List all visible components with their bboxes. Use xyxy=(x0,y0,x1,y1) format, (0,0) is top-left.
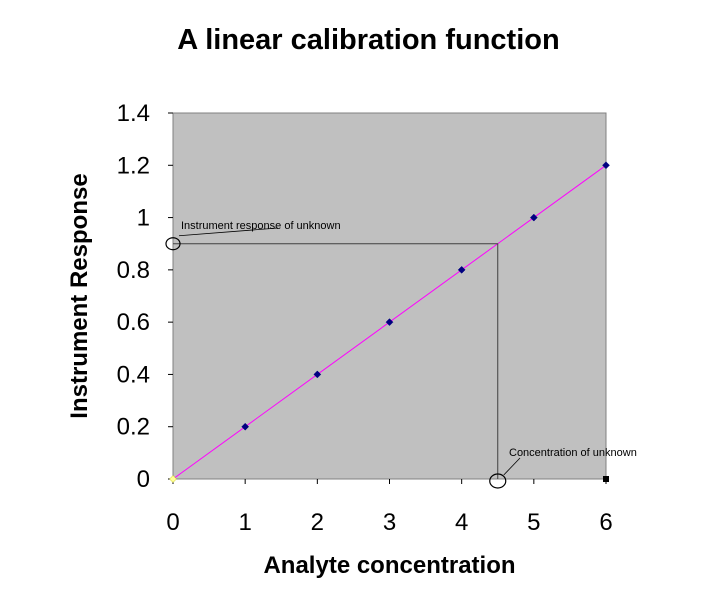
y-tick-label: 0.4 xyxy=(117,361,150,388)
data-points xyxy=(169,161,610,483)
x-tick-label: 1 xyxy=(238,509,251,536)
x-tick-label: 2 xyxy=(311,509,324,536)
x-axis-ticks: 0 1 2 3 4 5 6 xyxy=(166,479,613,536)
data-point xyxy=(602,161,610,170)
data-point xyxy=(457,266,466,274)
plot-area xyxy=(172,112,607,480)
x-tick-label: 6 xyxy=(599,509,612,536)
unknown-readout-lines xyxy=(173,243,499,479)
x-tick-label: 0 xyxy=(166,509,179,536)
y-axis-ticks: 0 0.2 0.4 0.6 0.8 1 1.2 1.4 xyxy=(117,100,173,493)
y-tick-label: 1.4 xyxy=(117,100,150,127)
y-axis-label: Instrument Response xyxy=(66,173,93,419)
concentration-circle xyxy=(489,473,507,489)
y-tick-label: 1 xyxy=(137,205,150,232)
y-tick-label: 1.2 xyxy=(117,152,150,179)
concentration-annotation: Concentration of unknown xyxy=(509,447,637,459)
x-tick-label: 3 xyxy=(383,509,396,536)
response-circle xyxy=(165,237,181,251)
y-tick-label: 0 xyxy=(137,466,150,493)
x-tick-label: 4 xyxy=(455,509,468,536)
concentration-leader-line xyxy=(503,457,521,476)
data-point xyxy=(241,422,250,431)
data-point xyxy=(169,475,177,483)
response-leader-line xyxy=(178,227,279,237)
axis-end-marker xyxy=(603,476,609,482)
data-point xyxy=(529,213,538,222)
x-tick-label: 5 xyxy=(527,509,540,536)
y-tick-label: 0.2 xyxy=(117,414,150,441)
y-tick-label: 0.8 xyxy=(117,257,150,284)
data-point xyxy=(385,318,394,326)
data-point xyxy=(313,370,322,379)
x-axis-label: Analyte concentration xyxy=(263,552,516,579)
annotations: Instrument response of unknown Concentrat… xyxy=(165,220,637,489)
y-tick-label: 0.6 xyxy=(117,309,150,336)
chart-title: A linear calibration function xyxy=(177,24,560,56)
response-annotation: Instrument response of unknown xyxy=(181,220,341,232)
